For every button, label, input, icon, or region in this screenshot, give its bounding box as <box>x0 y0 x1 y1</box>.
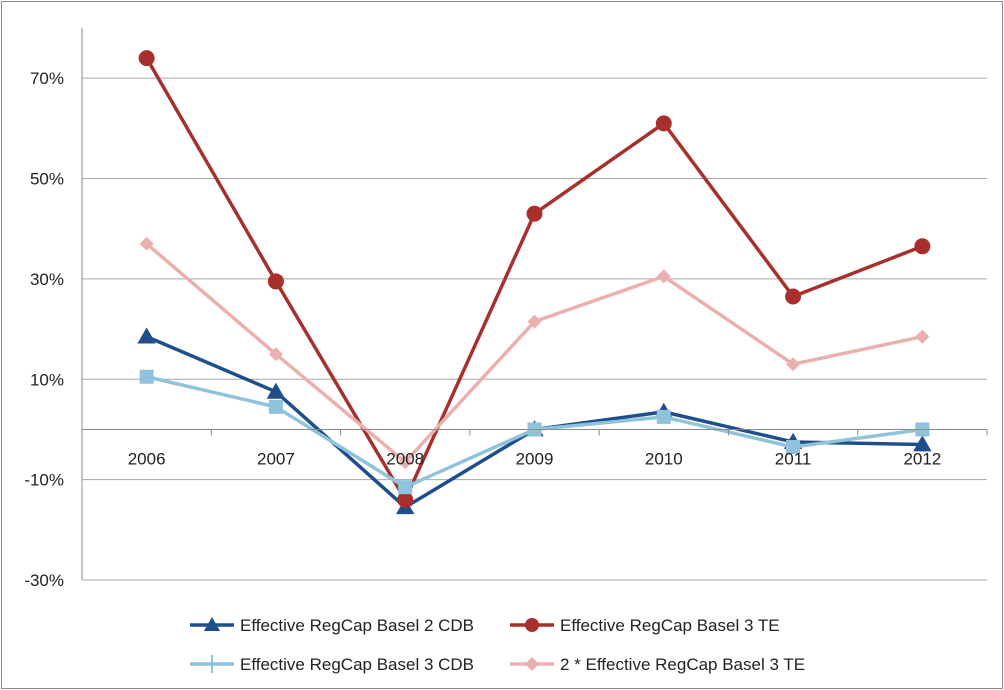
data-point <box>913 435 932 452</box>
data-point <box>137 327 156 344</box>
series-1 <box>138 50 931 508</box>
y-tick-label: -30% <box>24 571 64 590</box>
data-point <box>786 357 801 372</box>
legend-label: Effective RegCap Basel 2 CDB <box>240 616 474 635</box>
data-point <box>268 399 283 414</box>
series-3 <box>139 236 930 470</box>
data-point <box>656 269 671 284</box>
data-point <box>786 440 801 455</box>
data-point <box>138 50 155 67</box>
legend-swatch-marker <box>203 616 221 632</box>
legend-label: 2 * Effective RegCap Basel 3 TE <box>560 655 805 674</box>
data-point <box>398 480 413 495</box>
x-tick-label: 2008 <box>386 449 424 468</box>
data-point <box>785 288 802 305</box>
legend-item: 2 * Effective RegCap Basel 3 TE <box>510 655 805 674</box>
y-tick-label: -10% <box>24 471 64 490</box>
x-tick-label: 2012 <box>903 449 941 468</box>
y-tick-label: 50% <box>30 170 64 189</box>
data-point <box>398 455 413 470</box>
y-tick-label: 30% <box>30 270 64 289</box>
legend: Effective RegCap Basel 2 CDB Effective Re… <box>190 616 805 674</box>
series-layer <box>137 50 932 515</box>
data-point <box>526 205 543 222</box>
gridlines <box>82 77 987 581</box>
legend-label: Effective RegCap Basel 3 CDB <box>240 655 474 674</box>
data-point <box>915 329 930 344</box>
data-point <box>267 273 284 290</box>
x-tick-label: 2006 <box>128 449 166 468</box>
legend-item: Effective RegCap Basel 3 TE <box>510 616 780 635</box>
data-point <box>268 347 283 362</box>
series-0 <box>137 327 932 515</box>
legend-swatch-marker <box>525 657 539 671</box>
y-tick-label: 70% <box>30 69 64 88</box>
data-point <box>139 236 154 251</box>
x-tick-label: 2007 <box>257 449 295 468</box>
data-point <box>656 409 671 424</box>
data-point <box>655 115 672 132</box>
data-point <box>527 314 542 329</box>
legend-swatch-marker <box>525 618 539 632</box>
axes: -30% -10% 10% 30% 50% 70% 2006 2007 2008 2009 2010… <box>24 28 988 590</box>
x-tick-label: 2011 <box>775 449 812 468</box>
x-tick-label: 2010 <box>645 449 683 468</box>
series-2 <box>139 369 930 495</box>
data-point <box>397 491 414 508</box>
data-point <box>266 382 286 399</box>
legend-item: Effective RegCap Basel 3 CDB <box>190 655 474 674</box>
x-tick-label: 2009 <box>516 449 554 468</box>
data-point <box>914 238 931 255</box>
legend-item: Effective RegCap Basel 2 CDB <box>190 616 474 635</box>
data-point <box>139 369 154 384</box>
y-tick-label: 10% <box>30 370 64 389</box>
legend-label: Effective RegCap Basel 3 TE <box>560 616 780 635</box>
